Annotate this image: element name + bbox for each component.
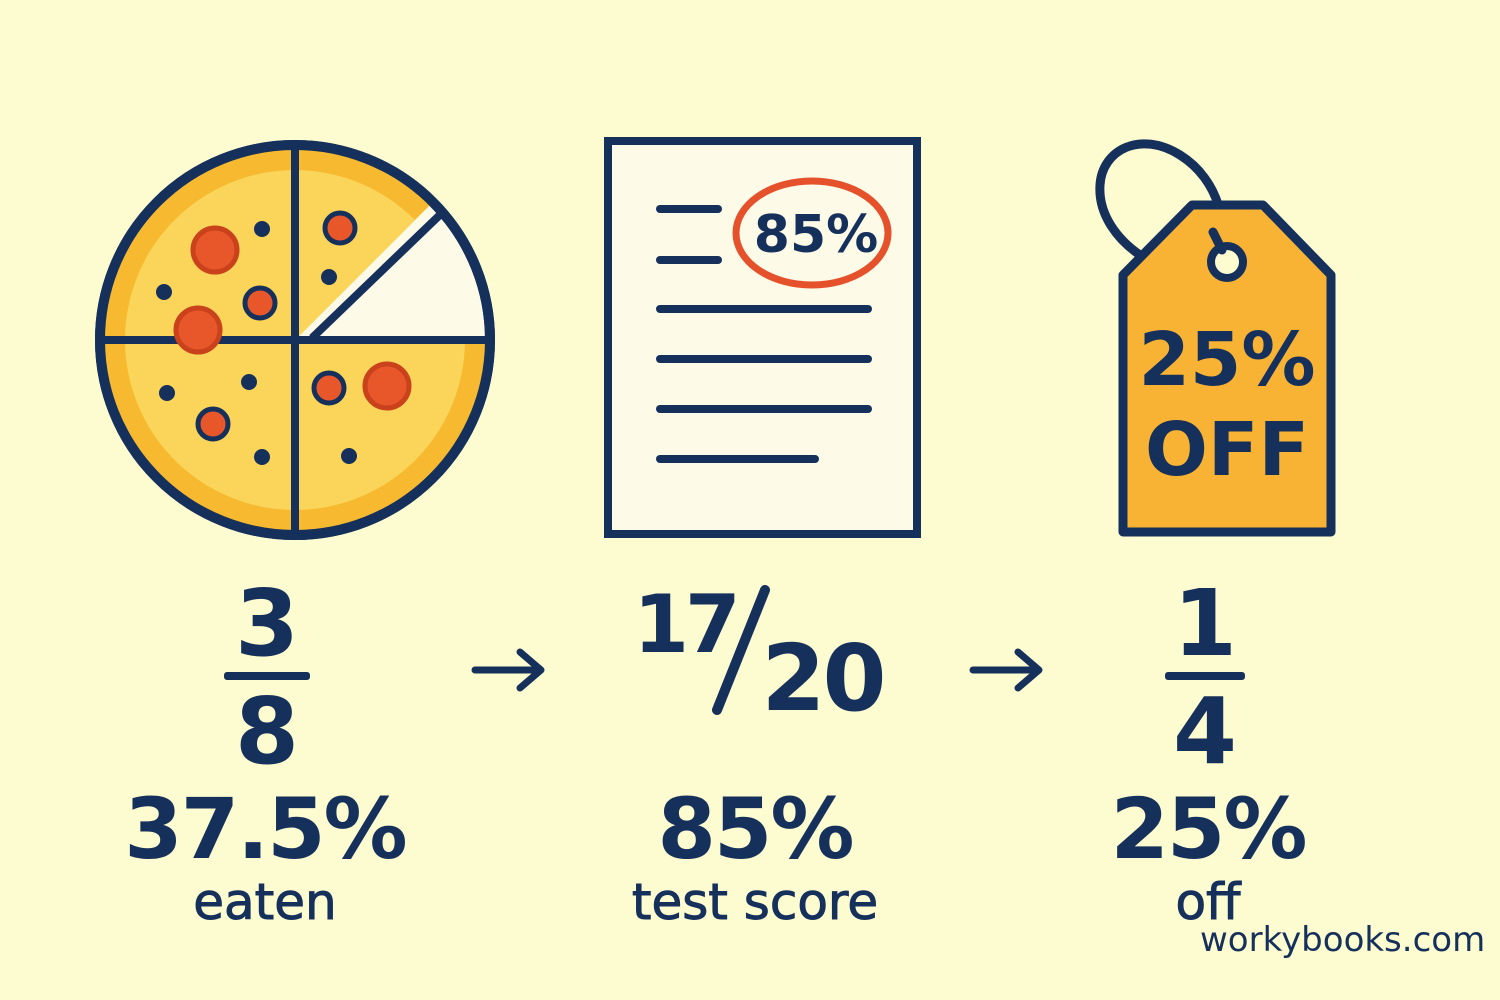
fraction-bar xyxy=(224,672,310,680)
price-tag-icon: 25% OFF xyxy=(1095,139,1336,537)
caption-eaten: eaten xyxy=(193,873,337,932)
paper-score-text: 85% xyxy=(754,205,878,265)
caption-test-score: test score xyxy=(631,873,879,932)
fraction-numerator: 1 xyxy=(1172,570,1237,677)
arrow-right-icon xyxy=(969,648,1043,692)
caption-off: off xyxy=(1175,873,1241,932)
fraction-numerator: 17 xyxy=(633,578,740,671)
watermark-text: workybooks.com xyxy=(1200,920,1486,960)
pepperoni-toppings xyxy=(156,210,412,465)
percent-off: 25% xyxy=(1110,780,1307,878)
tag-hole xyxy=(1207,242,1247,282)
fraction-bar xyxy=(1165,672,1245,680)
test-paper-icon: 85% xyxy=(604,137,921,538)
tag-discount-text: 25% xyxy=(1138,317,1315,403)
arrow-right-icon xyxy=(471,648,545,692)
fraction-one-fourth: 1 4 xyxy=(1125,578,1285,778)
fraction-three-eighths: 3 8 xyxy=(187,578,347,778)
fraction-numerator: 3 xyxy=(234,570,299,677)
tag-off-text: OFF xyxy=(1145,407,1309,493)
fraction-denominator: 4 xyxy=(1172,678,1237,785)
percent-test-score: 85% xyxy=(657,780,854,878)
grade-circle-mark xyxy=(732,177,892,289)
fraction-denominator: 20 xyxy=(761,625,886,732)
illustrations: 85% 25% OFF xyxy=(95,137,1336,540)
fraction-denominator: 8 xyxy=(234,678,299,785)
percent-eaten: 37.5% xyxy=(124,780,407,878)
pizza-icon xyxy=(95,140,495,540)
fraction-slash xyxy=(712,585,770,715)
